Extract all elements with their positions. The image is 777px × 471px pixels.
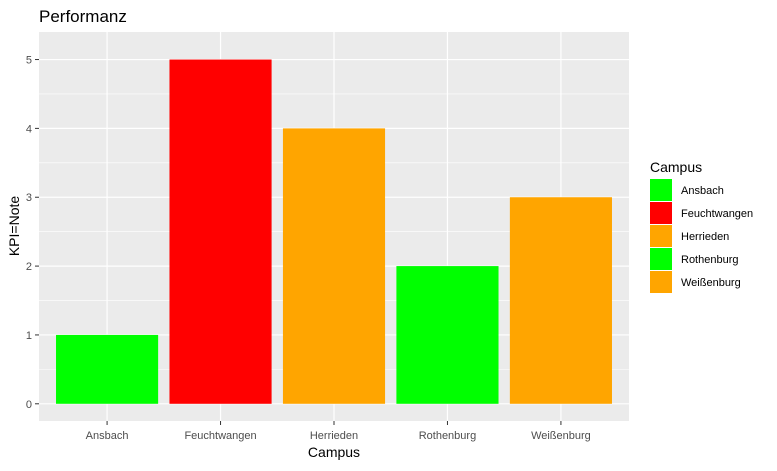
legend-label: Rothenburg: [681, 254, 739, 266]
legend-swatch: [650, 248, 672, 270]
y-tick-label: 3: [26, 192, 32, 204]
legend-label: Feuchtwangen: [681, 208, 753, 220]
bar-rothenburg: [396, 266, 499, 404]
y-tick-label: 1: [26, 330, 32, 342]
legend-swatch: [650, 179, 672, 201]
x-axis-label: Campus: [308, 444, 360, 460]
legend-swatch: [650, 225, 672, 247]
x-tick-label: Weißenburg: [531, 430, 591, 442]
bar-ansbach: [56, 334, 159, 404]
legend-items: Ansbach Feuchtwangen Herrieden Rothenburg We…: [650, 179, 753, 293]
bar-weißenburg: [509, 197, 612, 404]
y-tick-label: 4: [26, 123, 32, 135]
x-tick-label: Feuchtwangen: [184, 430, 256, 442]
legend-swatch: [650, 202, 672, 224]
legend-title: Campus: [650, 159, 702, 175]
bar-feuchtwangen: [169, 59, 272, 404]
y-tick-label: 2: [26, 261, 32, 273]
y-axis-ticks: 0 1 2 3 4 5: [26, 55, 39, 411]
y-tick-label: 5: [26, 55, 32, 67]
bars: [56, 59, 612, 404]
bar-herrieden: [282, 128, 386, 404]
legend-label: Herrieden: [681, 231, 729, 243]
chart-title: Performanz: [39, 7, 127, 26]
x-tick-label: Ansbach: [86, 430, 129, 442]
y-tick-label: 0: [26, 399, 32, 411]
legend-swatch: [650, 271, 672, 293]
x-tick-label: Herrieden: [310, 430, 358, 442]
legend: Campus Ansbach Feuchtwangen Herrieden Rothe…: [650, 159, 753, 293]
legend-label: Weißenburg: [681, 277, 741, 289]
legend-label: Ansbach: [681, 185, 724, 197]
y-axis-label: KPI=Note: [6, 196, 22, 257]
x-tick-label: Rothenburg: [419, 430, 477, 442]
x-axis-ticks: Ansbach Feuchtwangen Herrieden Rothenburg We…: [86, 421, 591, 442]
